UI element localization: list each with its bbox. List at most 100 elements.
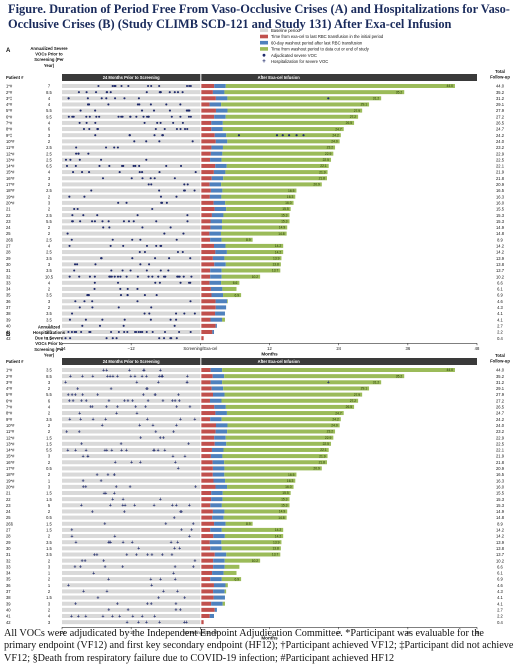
rbc-transfusion-segment	[201, 589, 214, 594]
voc-marker	[111, 84, 114, 88]
hospitalization-marker: +	[153, 392, 156, 398]
rbc-transfusion-segment	[201, 102, 210, 107]
washout-segment	[211, 213, 224, 218]
voc-marker	[183, 189, 186, 192]
washout-segment	[210, 546, 222, 551]
followup-segment	[227, 108, 363, 113]
total-followup-value: 15.3	[496, 213, 505, 218]
hospitalization-marker: +	[68, 417, 71, 423]
hospitalization-marker: +	[114, 460, 117, 466]
baseline-bar	[62, 460, 201, 465]
washout-segment	[209, 231, 221, 236]
hospitalization-marker: +	[82, 589, 85, 595]
followup-segment	[221, 546, 281, 551]
total-followup-value: 13.9	[496, 540, 505, 545]
baseline-bar	[62, 188, 201, 193]
voc-marker	[137, 330, 140, 334]
voc-marker	[123, 330, 126, 334]
annualized-rate: 2.5	[46, 237, 52, 242]
hospitalization-marker: +	[134, 374, 137, 380]
hospitalization-marker: +	[104, 491, 107, 497]
post-infusion-voc-marker	[287, 134, 291, 137]
voc-marker	[88, 275, 91, 278]
voc-marker	[135, 115, 138, 118]
x-tick-label: 36	[405, 630, 410, 635]
voc-marker	[110, 275, 113, 278]
washout-segment	[214, 521, 226, 526]
patient-id: 30	[6, 262, 11, 267]
hospitalization-marker: +	[110, 386, 113, 392]
voc-marker	[179, 103, 182, 106]
annualized-rate: 3	[48, 454, 51, 459]
annualized-rate: 10.5	[45, 274, 54, 279]
voc-marker	[189, 300, 192, 303]
washout-segment	[215, 311, 225, 316]
voc-marker	[76, 263, 79, 266]
baseline-bar	[62, 108, 201, 113]
voc-marker	[139, 330, 142, 334]
patient-id: 24	[6, 509, 11, 514]
voc-marker	[79, 109, 82, 112]
voc-marker	[188, 84, 191, 88]
voc-marker	[145, 91, 148, 94]
followup-segment	[221, 540, 282, 545]
followup-bar-label: 26.5	[346, 121, 353, 125]
baseline-bar	[62, 564, 201, 569]
annualized-rate: 3.5	[46, 540, 52, 545]
x-tick-label: Screening/Exa-cel	[183, 346, 217, 351]
hospitalization-marker: +	[111, 497, 114, 503]
hospitalization-marker: +	[111, 614, 114, 620]
annualized-rate: 2.5	[46, 250, 52, 255]
hospitalization-marker: +	[187, 442, 190, 448]
voc-marker	[74, 300, 77, 303]
hospitalization-marker: +	[149, 577, 152, 583]
annualized-rate: 1.5	[46, 491, 52, 496]
hospitalization-marker: +	[146, 602, 149, 608]
hospitalization-marker: +	[91, 405, 94, 411]
followup-segment	[225, 170, 328, 175]
hospitalization-marker: +	[179, 509, 182, 515]
followup-segment	[224, 466, 322, 471]
washout-segment	[214, 243, 226, 248]
baseline-bar	[62, 435, 201, 440]
baseline-bar	[62, 200, 201, 205]
patient-id: 29	[6, 540, 11, 545]
voc-marker	[75, 152, 78, 155]
hospitalization-marker: +	[157, 448, 160, 454]
voc-marker	[117, 201, 120, 204]
baseline-bar	[62, 589, 201, 594]
baseline-bar	[62, 145, 201, 150]
baseline-bar	[62, 323, 201, 328]
followup-bar-label: 16.5	[288, 473, 295, 477]
followup-bar-label: 24.7	[335, 127, 342, 131]
voc-marker	[176, 251, 180, 254]
baseline-bar	[62, 96, 201, 101]
voc-marker	[145, 244, 149, 247]
patient-id: 26§	[6, 521, 14, 526]
patient-id: 33	[6, 280, 11, 285]
followup-segment	[222, 601, 225, 606]
voc-marker	[153, 177, 156, 180]
voc-marker	[126, 287, 129, 291]
annualized-rate: 0.5	[46, 515, 52, 520]
rate-column-header: Due to Severe	[35, 336, 64, 341]
baseline-bar	[62, 484, 201, 489]
rate-column-header: Hospitalizations	[33, 330, 66, 335]
patient-id: 16*#	[6, 460, 15, 465]
patient-id: 6*#	[6, 114, 13, 119]
followup-segment	[223, 176, 327, 181]
hospitalization-marker: +	[107, 577, 110, 583]
followup-bar-label: 22.5	[323, 158, 330, 162]
total-followup-value: 14.2	[496, 528, 505, 533]
voc-marker	[107, 103, 110, 106]
followup-segment	[227, 484, 294, 489]
hospitalization-marker: +	[78, 429, 81, 435]
washout-segment	[215, 139, 228, 144]
voc-marker	[72, 171, 75, 174]
followup-bar-label: 15.3	[281, 497, 288, 501]
followup-segment	[222, 317, 225, 322]
total-followup-value: 20.9	[496, 466, 505, 471]
hospitalization-marker: +	[120, 448, 123, 454]
annualized-rate: 2	[48, 577, 51, 582]
followup-segment	[221, 157, 332, 162]
